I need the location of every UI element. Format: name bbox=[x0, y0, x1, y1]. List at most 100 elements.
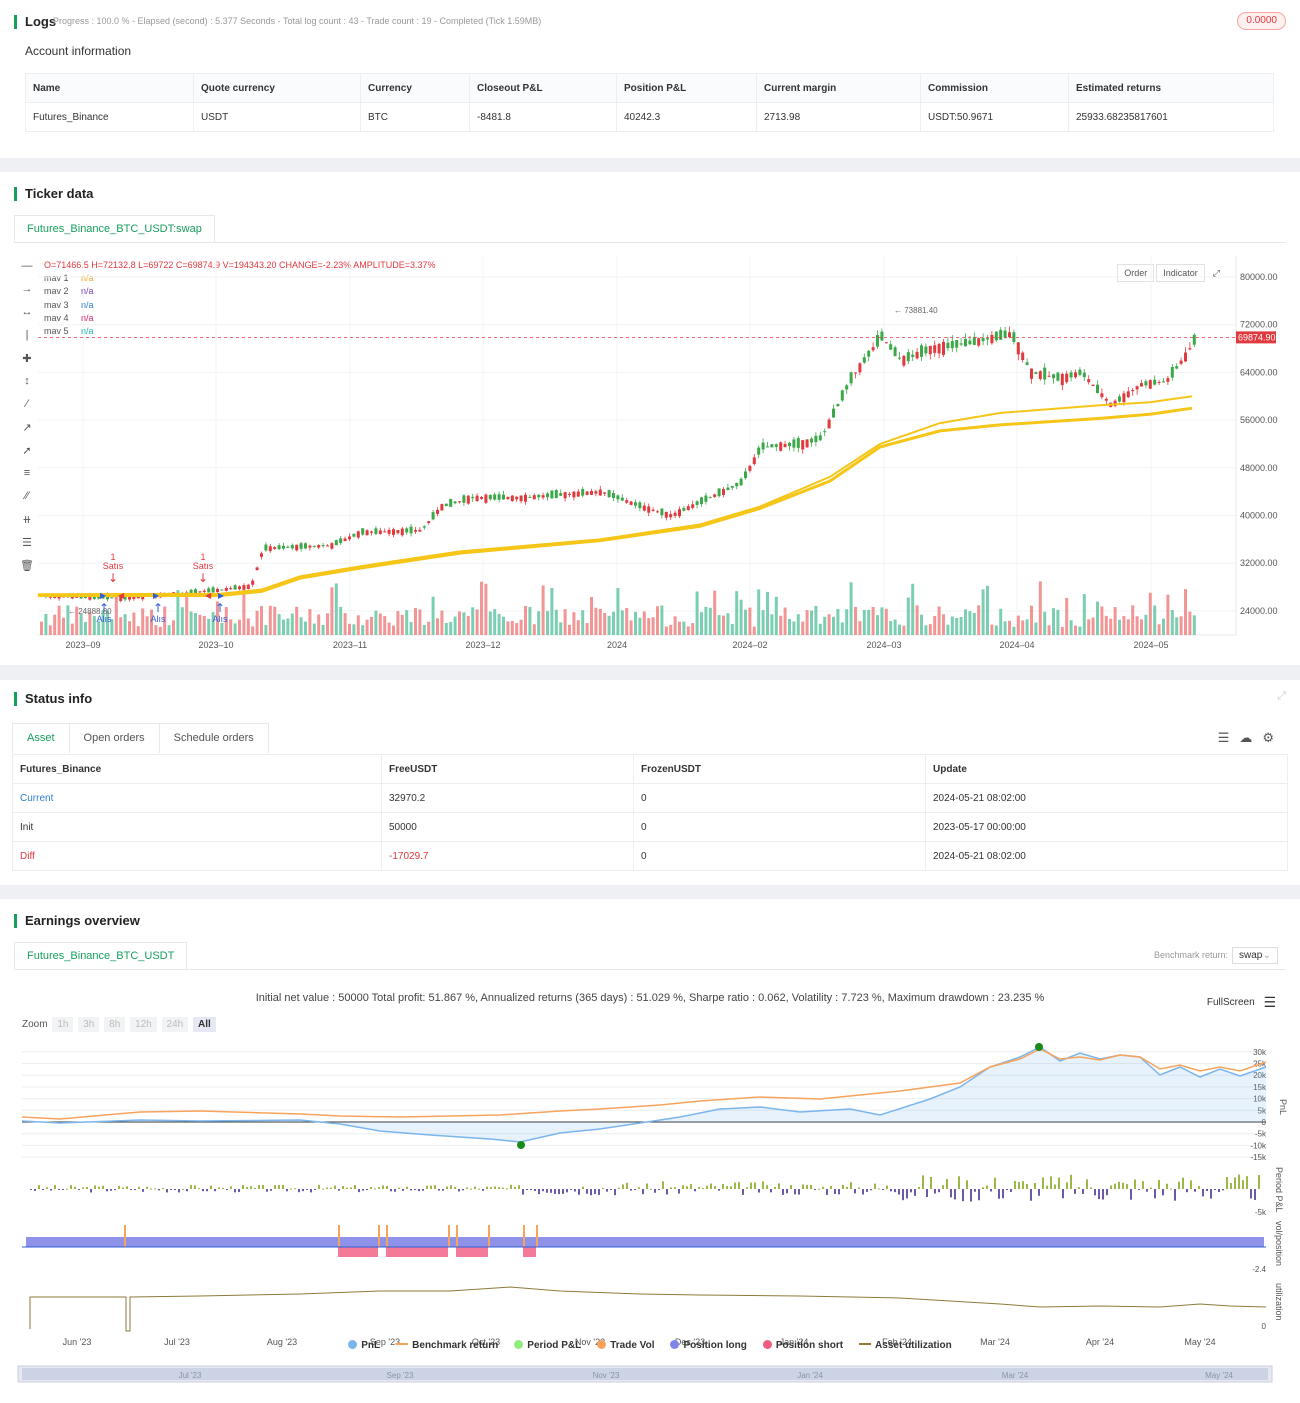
candle-body bbox=[937, 343, 941, 354]
period-pnl-bar bbox=[466, 1187, 468, 1189]
candle-body bbox=[1025, 362, 1029, 365]
period-pnl-bar bbox=[374, 1188, 376, 1190]
price-range-tool-icon[interactable]: ≡ bbox=[23, 467, 31, 479]
table-cell: 50000 bbox=[381, 812, 634, 842]
candle-body bbox=[475, 495, 479, 502]
period-pnl-bar bbox=[1098, 1189, 1100, 1200]
zoom-12h-button[interactable]: 12h bbox=[130, 1017, 157, 1032]
volume-bar bbox=[757, 589, 761, 635]
horizontal-ray-tool-icon[interactable]: → bbox=[21, 283, 33, 295]
volume-bar bbox=[238, 619, 241, 635]
period-pnl-bar bbox=[674, 1187, 676, 1189]
period-pnl-bar bbox=[642, 1189, 644, 1195]
menu-icon[interactable]: ☰ bbox=[1263, 994, 1276, 1010]
month-tick-label: Jul '23 bbox=[164, 1337, 190, 1347]
period-pnl-bar bbox=[1010, 1189, 1012, 1192]
legend-item[interactable]: Trade Vol bbox=[597, 1340, 654, 1351]
trade-vol-bar bbox=[124, 1225, 126, 1247]
period-pnl-bar bbox=[754, 1182, 756, 1189]
status-tabs: Asset Open orders Schedule orders bbox=[12, 723, 269, 753]
period-pnl-bar bbox=[306, 1189, 308, 1190]
volume-bar bbox=[528, 606, 532, 635]
legend-item[interactable]: Position long bbox=[670, 1340, 747, 1351]
candle-body bbox=[1188, 348, 1192, 350]
zoom-24h-button[interactable]: 24h bbox=[161, 1017, 189, 1032]
expand-icon[interactable]: ⤢ bbox=[1206, 265, 1226, 282]
extended-line-tool-icon[interactable]: ↔ bbox=[21, 306, 33, 318]
month-tick-label: Jan '24 bbox=[780, 1337, 809, 1347]
cloud-download-icon[interactable]: ☁ bbox=[1239, 730, 1263, 745]
period-pnl-bar bbox=[522, 1189, 524, 1195]
cross-line-tool-icon[interactable]: ✚ bbox=[22, 353, 32, 365]
period-pnl-bar bbox=[534, 1189, 536, 1191]
candle-body bbox=[612, 493, 615, 499]
zoom-1h-button[interactable]: 1h bbox=[52, 1017, 74, 1032]
candle-body bbox=[634, 502, 637, 506]
zoom-3h-button[interactable]: 3h bbox=[78, 1017, 100, 1032]
period-pnl-bar bbox=[354, 1185, 356, 1189]
trade-marker-icon: ▶ bbox=[153, 591, 160, 600]
vertical-segment-tool-icon[interactable]: ↕ bbox=[24, 375, 30, 387]
zoom-8h-button[interactable]: 8h bbox=[104, 1017, 126, 1032]
fullscreen-button[interactable]: FullScreen ☰ bbox=[1207, 994, 1276, 1011]
candle-body bbox=[229, 588, 233, 590]
volume-bar bbox=[242, 589, 246, 635]
table-cell: BTC bbox=[360, 102, 470, 132]
legend-item[interactable]: Period P&L bbox=[514, 1340, 581, 1351]
mav-value: n/a bbox=[78, 286, 94, 297]
period-pnl-bar bbox=[98, 1186, 100, 1189]
volume-bar bbox=[977, 605, 981, 635]
trade-marker-icon: ▶ bbox=[218, 591, 225, 600]
tab-ticker-symbol[interactable]: Futures_Binance_BTC_USDT:swap bbox=[14, 215, 215, 243]
collapse-icon[interactable]: ⤢ bbox=[1277, 690, 1286, 702]
parallel-channel-tool-icon[interactable]: ∕∕ bbox=[25, 490, 29, 502]
candle-body bbox=[1052, 374, 1055, 379]
tab-earnings-symbol[interactable]: Futures_Binance_BTC_USDT bbox=[14, 942, 188, 970]
tab-open-orders[interactable]: Open orders bbox=[68, 723, 160, 753]
trash-icon[interactable]: 🗑 bbox=[20, 560, 34, 572]
period-pnl-bar bbox=[518, 1185, 520, 1189]
volume-bar bbox=[1162, 618, 1165, 635]
zoom-all-button[interactable]: All bbox=[193, 1017, 216, 1032]
fibonacci-tool-icon[interactable]: ⧺ bbox=[22, 514, 32, 526]
candle-body bbox=[277, 545, 281, 550]
period-pnl-bar bbox=[890, 1189, 892, 1192]
volume-bar bbox=[642, 611, 646, 635]
tab-schedule-orders[interactable]: Schedule orders bbox=[158, 723, 269, 753]
volume-bar bbox=[1082, 594, 1086, 635]
legend-item[interactable]: Benchmark return bbox=[396, 1340, 498, 1351]
legend-item[interactable]: Position short bbox=[762, 1340, 844, 1351]
menu-icon[interactable]: ☰ bbox=[1217, 730, 1240, 745]
navigator-month-label: Jan '24 bbox=[797, 1371, 823, 1380]
volume-bar bbox=[1096, 601, 1099, 635]
period-pnl-bar bbox=[798, 1189, 800, 1195]
trade-vol-bar bbox=[386, 1225, 388, 1247]
legend-item[interactable]: Asset utilization bbox=[859, 1340, 952, 1351]
gear-icon[interactable]: ⚙ bbox=[1262, 730, 1284, 745]
period-pnl-bar bbox=[550, 1189, 552, 1193]
volume-bar bbox=[704, 606, 708, 635]
candle-body bbox=[282, 545, 285, 549]
period-pnl-bar bbox=[1118, 1181, 1120, 1189]
legend-item[interactable]: PnL bbox=[348, 1340, 380, 1351]
volume-bar bbox=[840, 622, 844, 635]
period-pnl-bar bbox=[182, 1188, 184, 1190]
candle-body bbox=[880, 331, 884, 341]
tab-asset[interactable]: Asset bbox=[12, 723, 70, 753]
period-pnl-bar bbox=[1066, 1182, 1068, 1189]
period-pnl-bar bbox=[134, 1189, 136, 1191]
volume-bar bbox=[396, 611, 400, 635]
segment-tool-icon[interactable]: ➚ bbox=[22, 445, 32, 457]
trend-line-tool-icon[interactable]: ∕ bbox=[26, 398, 28, 410]
fib-lines-tool-icon[interactable]: ☰ bbox=[22, 537, 32, 549]
vertical-line-tool-icon[interactable]: | bbox=[25, 329, 29, 341]
candle-body bbox=[1162, 381, 1165, 383]
horizontal-line-tool-icon[interactable]: — bbox=[21, 260, 33, 272]
ray-line-tool-icon[interactable]: ↗ bbox=[22, 422, 32, 434]
benchmark-select[interactable]: swap ⌄ bbox=[1232, 947, 1278, 964]
table-cell: Init bbox=[12, 812, 382, 842]
legend-label: Position short bbox=[775, 1340, 844, 1351]
candlestick-chart[interactable]: 80000.00 72000.00 64000.00 56000.00 48000.00… bbox=[0, 172, 1300, 665]
volume-bar bbox=[568, 624, 571, 635]
